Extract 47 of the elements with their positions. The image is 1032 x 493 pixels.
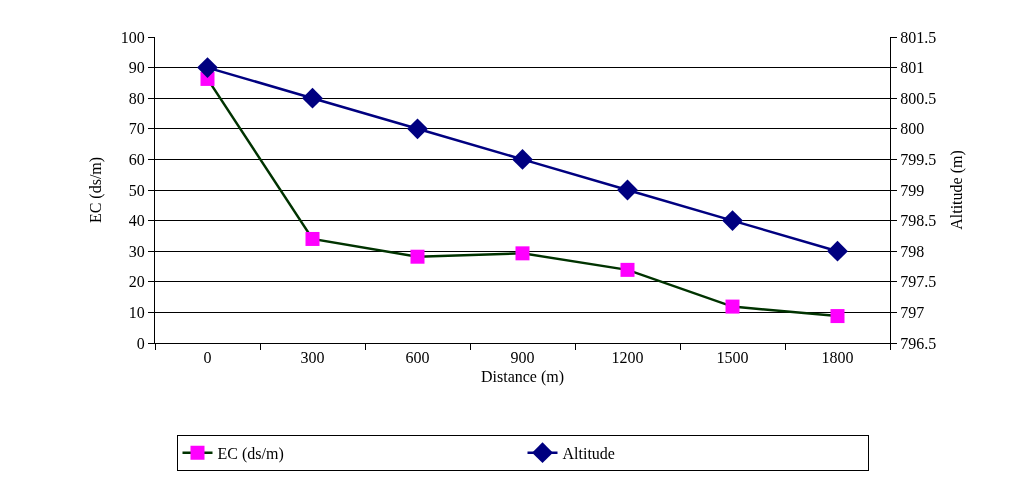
point	[722, 210, 743, 231]
point	[620, 262, 635, 277]
point	[512, 149, 533, 170]
x-tick-label: 600	[405, 349, 430, 367]
y2-tick-label: 801.5	[900, 28, 937, 46]
y-tick-label: 80	[128, 89, 145, 107]
point	[410, 249, 425, 264]
point	[617, 179, 638, 201]
y2-tick-label: 798	[900, 242, 925, 260]
y-tick-label: 70	[128, 120, 145, 138]
y2-tick-label: 797	[900, 304, 925, 321]
y-tick-label: 60	[128, 151, 145, 168]
y2-tick-label: 800.5	[900, 89, 937, 107]
legend-label: EC (ds/m)	[217, 444, 284, 463]
y2-tick-label: 800	[900, 120, 925, 138]
x-tick-label: 1500	[716, 349, 749, 367]
point	[830, 309, 845, 324]
y-tick-label: 10	[128, 304, 145, 321]
legend-label: Altitude	[562, 444, 615, 462]
y2-tick-label: 798.5	[900, 212, 937, 230]
y2-axis-title: Altitude (m)	[947, 150, 966, 230]
point	[725, 299, 740, 314]
x-axis-title: Distance (m)	[480, 367, 565, 386]
y2-tick-label: 799.5	[900, 151, 937, 168]
y2-tick-label: 799	[900, 181, 925, 199]
y2-tick-label: 797.5	[900, 273, 937, 291]
y2-tick-label: 801	[900, 59, 925, 77]
point	[515, 246, 530, 261]
y-tick-label: 90	[128, 59, 145, 77]
y-tick-label: 50	[128, 181, 145, 199]
x-tick-label: 0	[203, 349, 212, 367]
y-tick-label: 20	[128, 273, 145, 291]
y-tick-label: 0	[136, 334, 145, 352]
x-tick-label: 300	[300, 349, 325, 367]
x-tick-label: 1800	[821, 349, 854, 367]
y-tick-label: 100	[120, 28, 145, 46]
point	[302, 87, 323, 109]
y-tick-label: 40	[128, 212, 145, 230]
y2-tick-label: 796.5	[900, 334, 937, 352]
x-tick-label: 1200	[611, 349, 644, 367]
point	[305, 231, 320, 246]
point	[197, 57, 218, 78]
point	[827, 240, 848, 262]
x-tick-label: 900	[510, 349, 535, 367]
point	[407, 118, 428, 140]
y-axis-title: EC (ds/m)	[86, 156, 105, 224]
y-tick-label: 30	[128, 242, 145, 260]
